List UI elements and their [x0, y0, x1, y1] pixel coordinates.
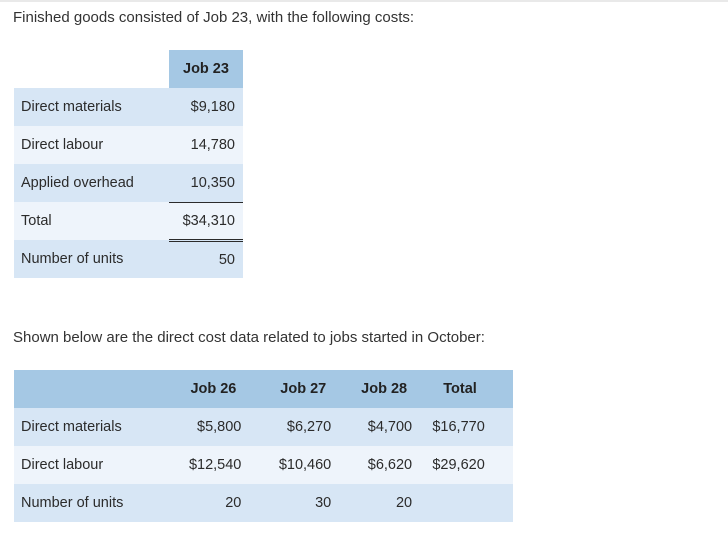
cell-value: 50	[168, 240, 243, 278]
cell-value: $9,180	[168, 88, 243, 126]
column-header-job-28: Job 28	[334, 370, 416, 408]
cell-value: 10,350	[168, 164, 243, 203]
column-header-job-27: Job 27	[244, 370, 335, 408]
table-row: Number of units 20 30 20	[14, 484, 513, 522]
row-label: Number of units	[14, 240, 169, 278]
row-label: Number of units	[21, 495, 124, 511]
row-label: Direct labour	[21, 457, 104, 473]
table-header-row: Job 23	[14, 50, 243, 88]
column-header-job-23: Job 23	[168, 50, 243, 88]
row-label: Direct materials	[21, 419, 122, 435]
cell-value: 14,780	[168, 126, 243, 164]
cell-value: 20	[395, 495, 413, 511]
header-blank-cell	[14, 370, 169, 408]
table-row: Direct labour 14,780	[14, 126, 243, 164]
cell-value: $6,270	[286, 419, 332, 435]
cell-value: $6,620	[367, 457, 413, 473]
table-row: Direct labour $12,540 $10,460 $6,620 $29…	[14, 446, 513, 484]
cell-value: $16,770	[432, 419, 485, 435]
cell-value: $4,700	[367, 419, 413, 435]
column-header-job-26: Job 26	[168, 370, 245, 408]
intro-text: Finished goods consisted of Job 23, with…	[13, 9, 415, 26]
table-row: Direct materials $5,800 $6,270 $4,700 $1…	[14, 408, 513, 446]
job-23-cost-table: Job 23 Direct materials $9,180 Direct la…	[14, 50, 243, 278]
table-row: Number of units 50	[14, 240, 243, 278]
cell-value: $10,460	[278, 457, 332, 473]
table-row: Total $34,310	[14, 202, 243, 242]
column-header-total: Total	[415, 370, 513, 408]
cell-value	[415, 484, 513, 522]
top-divider	[0, 0, 728, 2]
header-blank-cell	[14, 50, 169, 88]
cell-value: $29,620	[432, 457, 485, 473]
october-jobs-table: Job 26 Job 27 Job 28 Total Direct materi…	[14, 370, 513, 522]
table-header-row: Job 26 Job 27 Job 28 Total	[14, 370, 513, 408]
row-label: Applied overhead	[14, 164, 169, 202]
cell-value: 20	[225, 495, 242, 511]
row-label: Direct materials	[14, 88, 169, 126]
table-row: Applied overhead 10,350	[14, 164, 243, 203]
cell-value-total: $34,310	[168, 202, 243, 242]
row-label: Total	[14, 202, 169, 240]
row-label: Direct labour	[14, 126, 169, 164]
october-jobs-intro-text: Shown below are the direct cost data rel…	[13, 329, 485, 346]
table-row: Direct materials $9,180	[14, 88, 243, 126]
cell-value: $12,540	[188, 457, 242, 473]
cell-value: 30	[315, 495, 332, 511]
cell-value: $5,800	[197, 419, 242, 435]
